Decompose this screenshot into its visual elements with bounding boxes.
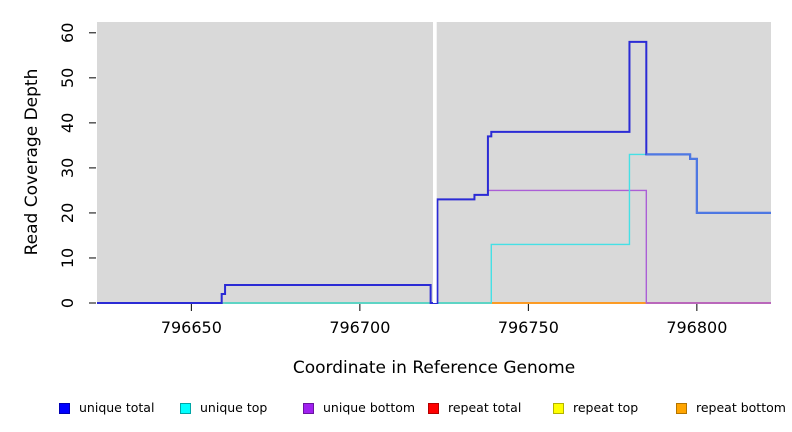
repeat-top-swatch-icon	[553, 402, 564, 414]
legend-item-repeat-bottom: repeat bottom	[676, 400, 786, 416]
legend-item-unique-top: unique top	[180, 400, 267, 416]
x-axis-title: Coordinate in Reference Genome	[292, 358, 576, 378]
y-tick-label: 40	[58, 113, 77, 133]
legend-label: repeat bottom	[696, 400, 786, 415]
unique-top-swatch-icon	[180, 402, 191, 414]
no-data-gap	[432, 22, 437, 303]
legend-label: unique total	[79, 400, 155, 415]
series-line-unique-top-total-overlap	[646, 153, 771, 214]
y-tick-label: 20	[58, 203, 77, 223]
legend-item-repeat-total: repeat total	[428, 400, 521, 416]
legend-item-unique-bottom: unique bottom	[303, 400, 415, 416]
x-tick-label: 796750	[498, 318, 559, 337]
legend-label: repeat total	[448, 400, 522, 415]
repeat-bottom-swatch-icon	[676, 402, 687, 414]
unique-bottom-swatch-icon	[303, 402, 314, 414]
y-axis-title: Read Coverage Depth	[22, 68, 42, 256]
y-tick-label: 10	[58, 248, 77, 268]
legend-label: repeat top	[573, 400, 639, 415]
legend-item-unique-total: unique total	[59, 400, 154, 416]
y-tick-label: 60	[58, 23, 77, 43]
legend-label: unique bottom	[323, 400, 416, 415]
y-tick-label: 0	[58, 298, 77, 308]
legend-item-repeat-top: repeat top	[553, 400, 638, 416]
y-tick-label: 30	[58, 158, 77, 178]
x-tick-label: 796650	[161, 318, 222, 337]
unique-total-swatch-icon	[59, 402, 70, 414]
x-tick-label: 796800	[666, 318, 727, 337]
y-tick-label: 50	[58, 68, 77, 88]
x-tick-label: 796700	[329, 318, 390, 337]
repeat-total-swatch-icon	[428, 402, 439, 414]
legend-label: unique top	[200, 400, 268, 415]
